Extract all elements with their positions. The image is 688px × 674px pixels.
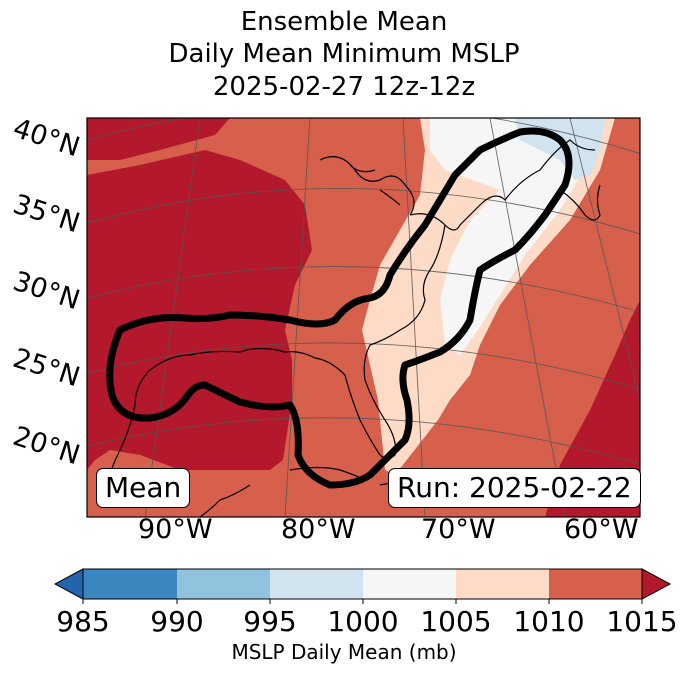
colorbar-seg-3 bbox=[363, 569, 456, 599]
run-box: Run: 2025-02-22 bbox=[388, 468, 641, 508]
mean-box: Mean bbox=[96, 468, 191, 508]
colorbar-seg-4 bbox=[456, 569, 549, 599]
lon-label-90: 90°W bbox=[138, 514, 213, 545]
graticule bbox=[87, 118, 640, 517]
colorbar-tick-1015: 1015 bbox=[606, 605, 678, 638]
field-1015-west bbox=[87, 150, 312, 470]
colorbar bbox=[53, 568, 672, 604]
title-line-3: 2025-02-27 12z-12z bbox=[212, 72, 476, 102]
colorbar-tick-1005: 1005 bbox=[420, 605, 492, 638]
colorbar-tick-985: 985 bbox=[56, 605, 110, 638]
map-frame bbox=[86, 117, 641, 518]
lon-label-80: 80°W bbox=[281, 514, 356, 545]
field-1015-southeast bbox=[545, 300, 640, 517]
colorbar-seg-5 bbox=[549, 569, 642, 599]
pressure-field bbox=[87, 118, 640, 517]
colorbar-seg-2 bbox=[270, 569, 363, 599]
colorbar-tick-1010: 1010 bbox=[513, 605, 585, 638]
colorbar-tick-995: 995 bbox=[243, 605, 297, 638]
colorbar-label: MSLP Daily Mean (mb) bbox=[231, 640, 457, 664]
colorbar-extend-low bbox=[53, 568, 84, 600]
colorbar-extend-high bbox=[641, 568, 672, 600]
title-line-1: Ensemble Mean bbox=[240, 7, 448, 37]
colorbar-tick-990: 990 bbox=[150, 605, 204, 638]
lon-label-70: 70°W bbox=[421, 514, 496, 545]
colorbar-seg-1 bbox=[177, 569, 270, 599]
colorbar-seg-0 bbox=[83, 569, 177, 599]
colorbar-tick-1000: 1000 bbox=[327, 605, 399, 638]
title-line-2: Daily Mean Minimum MSLP bbox=[168, 39, 520, 69]
contour-line bbox=[106, 127, 573, 489]
field-1015-north bbox=[87, 118, 230, 160]
lon-label-60: 60°W bbox=[564, 514, 639, 545]
